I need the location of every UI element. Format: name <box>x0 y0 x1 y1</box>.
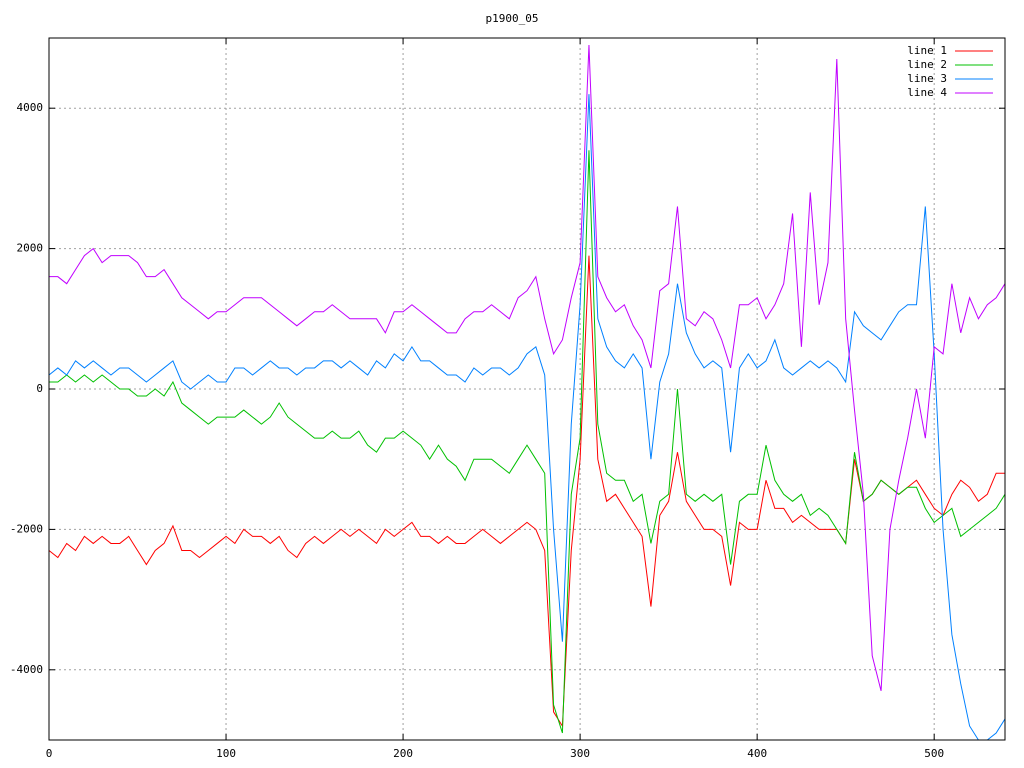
x-tick-label: 100 <box>216 747 236 760</box>
legend-label: line 1 <box>907 44 947 57</box>
y-tick-label: 4000 <box>17 101 44 114</box>
plot-area <box>49 44 1005 740</box>
data-line <box>49 44 1005 691</box>
x-tick-label: 400 <box>747 747 767 760</box>
y-tick-label: -2000 <box>10 522 43 535</box>
data-line <box>49 150 1005 734</box>
data-line <box>49 94 1005 740</box>
legend-label: line 2 <box>907 58 947 71</box>
y-tick-label: -4000 <box>10 663 43 676</box>
plot-border <box>48 37 1006 741</box>
legend-label: line 4 <box>907 86 947 99</box>
grid: -4000 -2000 0 2000 4000 0 100 200 300 400 500 <box>10 38 1005 760</box>
legend-label: line 3 <box>907 72 947 85</box>
x-tick-label: 300 <box>570 747 590 760</box>
y-tick-label: 0 <box>36 382 43 395</box>
x-tick-label: 200 <box>393 747 413 760</box>
y-tick-label: 2000 <box>17 242 44 255</box>
x-tick-label: 0 <box>46 747 53 760</box>
chart-title: p1900_05 <box>486 12 539 25</box>
x-tick-label: 500 <box>924 747 944 760</box>
